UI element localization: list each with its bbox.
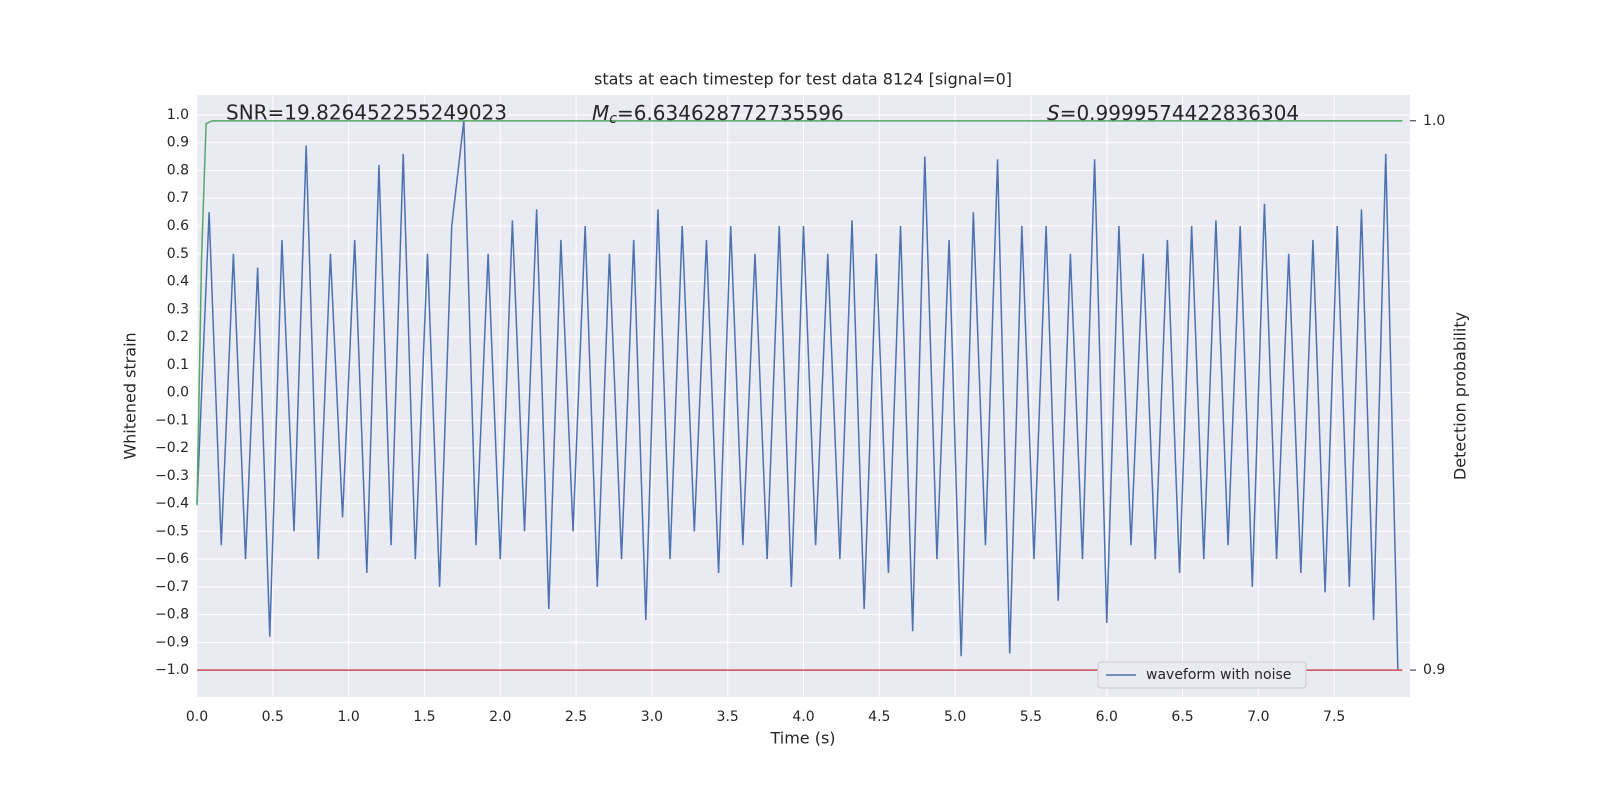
- annotation-text: =6.634628772735596: [617, 101, 844, 125]
- legend: waveform with noise: [1097, 661, 1307, 689]
- annotation: Mc=6.634628772735596: [592, 101, 844, 128]
- y-tick-label: −0.3: [155, 468, 189, 484]
- chart-title: stats at each timestep for test data 812…: [594, 70, 1012, 89]
- x-tick-label: 4.0: [792, 709, 814, 725]
- y-tick-label: 0.6: [167, 218, 189, 234]
- y2-tick-label: 1.0: [1423, 113, 1445, 129]
- x-tick-label: 0.5: [262, 709, 284, 725]
- grid: [196, 95, 1410, 697]
- x-tick-label: 7.0: [1247, 709, 1269, 725]
- y-tick-label: 0.0: [167, 385, 189, 401]
- y-tick-label: −0.2: [155, 440, 189, 456]
- y-tick-label: −0.6: [155, 551, 189, 567]
- y-tick-label: −0.8: [155, 607, 189, 623]
- annotation-symbol: M: [592, 101, 609, 125]
- legend-label: waveform with noise: [1146, 667, 1291, 683]
- series-line: [196, 120, 1399, 671]
- y-tick-label: −0.4: [155, 496, 189, 512]
- x-tick-label: 6.5: [1171, 709, 1193, 725]
- y-tick-label: 0.1: [167, 357, 189, 373]
- y2-axis-label: Detection probability: [1451, 312, 1470, 480]
- annotation: S=0.9999574422836304: [1047, 101, 1299, 125]
- annotation-text: =0.9999574422836304: [1060, 101, 1299, 125]
- y-tick-label: −0.9: [155, 634, 189, 650]
- x-tick-label: 4.5: [868, 709, 890, 725]
- y-tick-label: 1.0: [167, 107, 189, 123]
- y-tick-label: 0.8: [167, 162, 189, 178]
- x-tick-label: 1.5: [413, 709, 435, 725]
- x-tick-label: 2.0: [489, 709, 511, 725]
- y-tick-label: 0.3: [167, 301, 189, 317]
- annotation: SNR=19.826452255249023: [226, 101, 507, 125]
- x-tick-label: 5.5: [1020, 709, 1042, 725]
- y-tick-label: −0.5: [155, 523, 189, 539]
- series-line: [196, 120, 1403, 506]
- y-tick-label: 0.5: [167, 246, 189, 262]
- x-tick-label: 1.0: [337, 709, 359, 725]
- x-tick-label: 3.5: [717, 709, 739, 725]
- y-tick-label: −1.0: [155, 662, 189, 678]
- y-tick-label: 0.7: [167, 190, 189, 206]
- x-tick-label: 3.0: [641, 709, 663, 725]
- x-tick-label: 5.0: [944, 709, 966, 725]
- annotation-subscript: c: [609, 111, 617, 127]
- y-tick-label: 0.2: [167, 329, 189, 345]
- x-tick-label: 0.0: [186, 709, 208, 725]
- x-tick-label: 2.5: [565, 709, 587, 725]
- y-tick-label: −0.1: [155, 412, 189, 428]
- x-tick-label: 6.0: [1096, 709, 1118, 725]
- y-tick-label: 0.4: [167, 274, 189, 290]
- x-axis-label: Time (s): [769, 729, 835, 748]
- y-axis-label: Whitened strain: [121, 332, 140, 459]
- annotation-symbol: S: [1047, 101, 1060, 125]
- x-tick-label: 7.5: [1323, 709, 1345, 725]
- y-tick-label: 0.9: [167, 135, 189, 151]
- y2-tick-label: 0.9: [1423, 662, 1445, 678]
- y-tick-label: −0.7: [155, 579, 189, 595]
- legend-box: [1097, 661, 1307, 689]
